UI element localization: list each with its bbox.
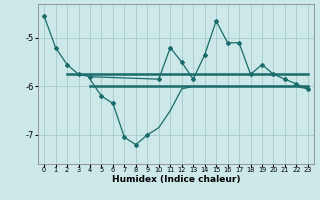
- X-axis label: Humidex (Indice chaleur): Humidex (Indice chaleur): [112, 175, 240, 184]
